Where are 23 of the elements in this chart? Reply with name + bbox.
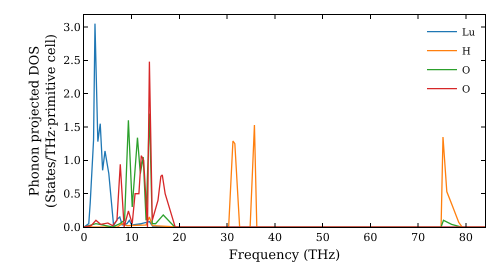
x-tick-label: 30: [220, 231, 234, 244]
x-tick-label: 0: [80, 231, 88, 244]
y-tick-label: 2.0: [63, 88, 81, 101]
x-tick-label: 80: [458, 231, 473, 244]
legend-label: O: [462, 66, 470, 77]
y-tick-label: 0.5: [63, 188, 81, 201]
y-axis-title: Phonon projected DOS (States/THz·primitive cell): [27, 34, 60, 208]
x-tick-label: 40: [268, 231, 282, 244]
x-tick-label: 50: [316, 231, 330, 244]
x-tick-label: 20: [172, 231, 186, 244]
line-series: [84, 61, 485, 227]
x-tick-label: 10: [124, 231, 139, 244]
x-axis-title: Frequency (THz): [228, 248, 340, 263]
x-tick-label: 60: [363, 231, 378, 244]
y-tick-label: 1.0: [63, 154, 81, 168]
y-tick-label: 0.0: [63, 220, 81, 234]
legend-label: O: [462, 84, 470, 96]
x-tick-label: 70: [411, 231, 426, 244]
y-tick-label: 1.5: [63, 120, 81, 134]
y-tick-label: 3.0: [63, 20, 81, 34]
y-tick-label: 2.5: [63, 54, 81, 68]
legend-label: Lu: [462, 28, 476, 39]
legend-label: H: [462, 46, 471, 58]
